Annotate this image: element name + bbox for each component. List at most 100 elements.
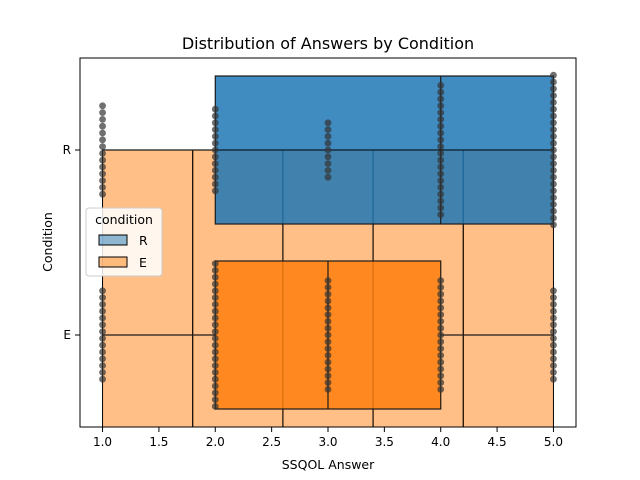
swarm-point-E-4	[437, 304, 445, 312]
swarm-point-E-1	[99, 294, 106, 301]
swarm-point-E-3	[324, 277, 332, 284]
swarm-point-R-4	[437, 204, 445, 212]
swarm-point-E-4	[437, 284, 445, 291]
swarm-point-E-4	[437, 324, 445, 332]
swarm-point-E-2	[211, 294, 219, 301]
swarm-point-R-1	[99, 163, 106, 171]
swarm-point-E-1	[99, 328, 106, 335]
swarm-point-R-3	[324, 153, 332, 161]
legend-swatch-R	[98, 234, 128, 246]
swarm-point-R-5	[550, 153, 557, 161]
swarm-point-E-5	[550, 287, 557, 295]
swarm-point-E-5	[550, 375, 557, 383]
swarm-point-R-2	[211, 133, 219, 140]
swarm-point-R-3	[324, 126, 332, 133]
swarm-point-E-4	[437, 386, 445, 393]
swarm-point-R-3	[324, 160, 332, 168]
swarm-point-R-4	[437, 136, 445, 144]
swarm-point-R-2	[211, 160, 219, 168]
swarm-point-R-2	[211, 180, 219, 188]
swarm-point-R-1	[99, 136, 106, 144]
swarm-point-E-1	[99, 362, 106, 369]
swarm-point-E-5	[550, 341, 557, 349]
swarm-point-R-3	[324, 133, 332, 140]
swarm-point-E-5	[550, 335, 557, 342]
swarm-point-E-1	[99, 355, 106, 363]
swarm-point-R-3	[324, 167, 332, 174]
swarm-point-R-5	[550, 105, 557, 113]
legend-label-E: E	[139, 255, 147, 270]
x-tick-label: 1.0	[93, 435, 112, 449]
swarm-point-R-5	[550, 214, 557, 222]
swarm-point-R-4	[437, 116, 445, 123]
swarm-point-E-3	[324, 352, 332, 359]
swarm-point-R-2	[211, 119, 219, 127]
swarm-point-R-5	[550, 112, 557, 120]
swarm-point-E-2	[211, 355, 219, 363]
swarm-point-E-5	[550, 294, 557, 301]
swarm-point-R-4	[437, 122, 445, 130]
swarm-point-R-1	[99, 129, 106, 137]
chart-title: Distribution of Answers by Condition	[182, 34, 474, 53]
swarm-point-R-3	[324, 119, 332, 127]
swarm-point-E-2	[211, 362, 219, 369]
x-tick-label: 5.0	[544, 435, 563, 449]
swarm-point-E-4	[437, 365, 445, 373]
swarm-point-E-4	[437, 372, 445, 380]
swarm-point-R-4	[437, 109, 445, 116]
swarm-point-E-3	[324, 345, 332, 352]
swarm-point-R-5	[550, 180, 557, 188]
swarm-point-R-5	[550, 167, 557, 174]
swarm-point-E-3	[324, 290, 332, 298]
swarm-point-E-4	[437, 311, 445, 318]
x-tick-label: 2.5	[262, 435, 281, 449]
x-tick-label: 3.0	[318, 435, 337, 449]
swarm-point-R-1	[99, 150, 106, 157]
y-axis-label: Condition	[40, 212, 55, 272]
swarm-point-E-2	[211, 369, 219, 376]
swarm-point-E-4	[437, 338, 445, 346]
x-tick-label: 3.5	[375, 435, 394, 449]
swarm-point-E-1	[99, 314, 106, 322]
swarm-point-E-4	[437, 358, 445, 366]
swarm-point-R-3	[324, 146, 332, 154]
swarm-point-R-5	[550, 201, 557, 208]
swarm-point-R-3	[324, 139, 332, 147]
swarm-point-E-3	[324, 311, 332, 318]
swarm-point-E-5	[550, 301, 557, 308]
swarm-point-R-4	[437, 184, 445, 191]
swarm-point-R-2	[211, 167, 219, 174]
swarm-point-R-2	[211, 139, 219, 147]
swarm-point-E-2	[211, 314, 219, 322]
swarm-point-R-4	[437, 88, 445, 96]
swarm-point-E-4	[437, 277, 445, 284]
swarm-point-E-2	[211, 280, 219, 288]
x-tick-label: 4.5	[488, 435, 507, 449]
swarm-point-E-2	[211, 301, 219, 308]
swarm-point-R-2	[211, 126, 219, 133]
swarm-point-R-5	[550, 187, 557, 195]
swarm-point-R-5	[550, 133, 557, 140]
legend: condition RE	[85, 207, 163, 277]
swarm-point-R-1	[99, 190, 106, 198]
swarm-point-R-1	[99, 184, 106, 191]
swarm-point-E-2	[211, 389, 219, 397]
swarm-point-R-5	[550, 99, 557, 106]
swarm-point-E-4	[437, 352, 445, 359]
x-tick-label: 4.0	[431, 435, 450, 449]
x-tick-label: 1.5	[149, 435, 168, 449]
x-axis-label: SSQOL Answer	[282, 457, 375, 472]
swarm-point-E-5	[550, 362, 557, 369]
legend-swatch-E	[98, 256, 128, 268]
swarm-point-E-1	[99, 348, 106, 356]
x-axis: 1.0 1.5 2.0 2.5 3.0 3.5 4.0 4.5 5.0	[93, 427, 563, 449]
plot-area	[99, 71, 557, 428]
swarm-point-E-1	[99, 301, 106, 308]
swarm-point-E-2	[211, 348, 219, 356]
swarm-point-R-4	[437, 190, 445, 198]
swarm-point-R-5	[550, 92, 557, 99]
swarm-point-E-3	[324, 372, 332, 380]
swarm-point-E-5	[550, 355, 557, 363]
swarm-point-E-2	[211, 396, 219, 403]
swarm-point-R-4	[437, 156, 445, 164]
